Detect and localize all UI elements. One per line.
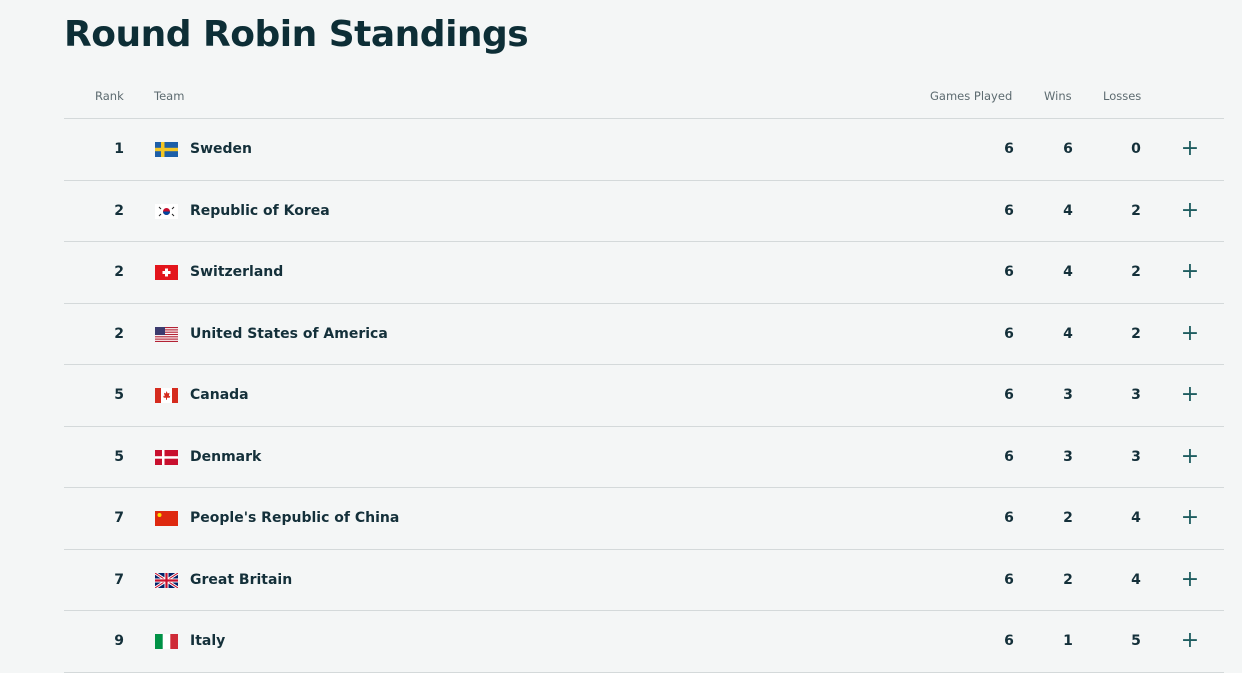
row-divider xyxy=(64,364,1224,365)
rank: 5 xyxy=(114,387,124,403)
flag-china-icon xyxy=(155,511,178,526)
expand-row-plus-icon[interactable]: + xyxy=(1180,443,1200,469)
rank: 9 xyxy=(114,633,124,649)
table-row: 7 Great Britain 6 2 4 + xyxy=(64,550,1224,611)
expand-row-plus-icon[interactable]: + xyxy=(1180,628,1200,653)
flag-usa-icon xyxy=(155,326,178,342)
table-row: 2 Republic of Korea 6 4 2 + xyxy=(64,181,1224,242)
losses: 2 xyxy=(1131,202,1141,219)
expand-row-plus-icon[interactable]: + xyxy=(1180,197,1200,223)
rank: 5 xyxy=(114,448,124,465)
rank: 2 xyxy=(114,264,124,280)
expand-row-plus-icon[interactable]: + xyxy=(1180,566,1200,592)
table-row: 5 Canada 6 3 3 + xyxy=(64,365,1224,427)
games-played: 6 xyxy=(1004,633,1014,649)
flag-great-britain-icon xyxy=(155,572,178,588)
rank: 7 xyxy=(114,510,124,526)
team-name: Denmark xyxy=(190,448,262,465)
row-divider xyxy=(64,425,1224,427)
team-name: Italy xyxy=(190,633,226,649)
wins: 4 xyxy=(1063,264,1073,280)
team-name: Republic of Korea xyxy=(190,202,330,219)
expand-row-plus-icon[interactable]: + xyxy=(1180,320,1200,346)
row-divider xyxy=(64,548,1224,550)
expand-row-plus-icon[interactable]: + xyxy=(1180,505,1200,530)
row-divider xyxy=(64,302,1224,304)
row-divider xyxy=(64,610,1224,611)
team-name: Switzerland xyxy=(190,264,284,280)
games-played: 6 xyxy=(1004,202,1014,219)
losses: 3 xyxy=(1131,448,1141,465)
row-divider xyxy=(64,179,1224,181)
wins: 2 xyxy=(1063,510,1073,526)
losses: 4 xyxy=(1131,510,1141,526)
column-header-team: Team xyxy=(154,89,185,103)
team-name: United States of America xyxy=(190,325,388,342)
wins: 4 xyxy=(1063,202,1073,219)
games-played: 6 xyxy=(1004,141,1014,157)
losses: 2 xyxy=(1131,325,1141,342)
column-header-rank: Rank xyxy=(95,89,124,103)
flag-switzerland-icon xyxy=(155,265,178,280)
team-name: Canada xyxy=(190,387,249,403)
rank: 1 xyxy=(114,141,124,157)
column-header-wins: Wins xyxy=(1044,89,1072,103)
losses: 4 xyxy=(1131,571,1141,588)
row-divider xyxy=(64,487,1224,488)
wins: 6 xyxy=(1063,141,1073,157)
rank: 7 xyxy=(114,571,124,588)
rank: 2 xyxy=(114,325,124,342)
team-name: Great Britain xyxy=(190,571,293,588)
games-played: 6 xyxy=(1004,448,1014,465)
wins: 3 xyxy=(1063,448,1073,465)
page-title: Round Robin Standings xyxy=(64,14,529,55)
wins: 1 xyxy=(1063,633,1073,649)
table-row: 7 People's Republic of China 6 2 4 + xyxy=(64,488,1224,550)
team-name: Sweden xyxy=(190,141,252,157)
games-played: 6 xyxy=(1004,264,1014,280)
flag-korea-icon xyxy=(155,203,178,219)
wins: 2 xyxy=(1063,571,1073,588)
losses: 3 xyxy=(1131,387,1141,403)
rank: 2 xyxy=(114,202,124,219)
losses: 5 xyxy=(1131,633,1141,649)
games-played: 6 xyxy=(1004,325,1014,342)
expand-row-plus-icon[interactable]: + xyxy=(1180,136,1200,161)
column-header-games-played: Games Played xyxy=(930,89,1013,103)
losses: 0 xyxy=(1131,141,1141,157)
row-divider xyxy=(64,241,1224,242)
table-row: 2 United States of America 6 4 2 + xyxy=(64,304,1224,365)
column-header-losses: Losses xyxy=(1103,89,1142,103)
table-row: 9 Italy 6 1 5 + xyxy=(64,611,1224,673)
header-divider xyxy=(64,118,1224,119)
flag-italy-icon xyxy=(155,634,178,649)
games-played: 6 xyxy=(1004,510,1014,526)
row-divider xyxy=(64,671,1224,673)
table-row: 1 Sweden 6 6 0 + xyxy=(64,119,1224,181)
flag-sweden-icon xyxy=(155,142,178,157)
games-played: 6 xyxy=(1004,387,1014,403)
expand-row-plus-icon[interactable]: + xyxy=(1180,382,1200,407)
wins: 4 xyxy=(1063,325,1073,342)
expand-row-plus-icon[interactable]: + xyxy=(1180,259,1200,284)
table-row: 5 Denmark 6 3 3 + xyxy=(64,427,1224,488)
flag-denmark-icon xyxy=(155,449,178,465)
flag-canada-icon xyxy=(155,388,178,403)
losses: 2 xyxy=(1131,264,1141,280)
team-name: People's Republic of China xyxy=(190,510,400,526)
table-row: 2 Switzerland 6 4 2 + xyxy=(64,242,1224,304)
wins: 3 xyxy=(1063,387,1073,403)
games-played: 6 xyxy=(1004,571,1014,588)
